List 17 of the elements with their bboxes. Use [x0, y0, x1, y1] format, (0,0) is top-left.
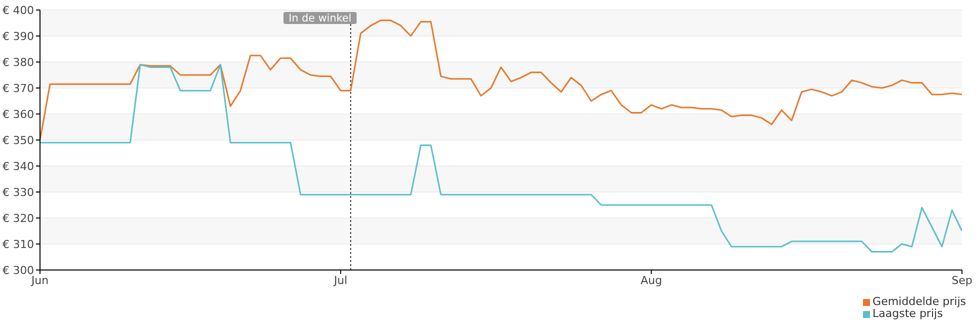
y-tick-label: € 340: [2, 160, 34, 173]
x-tick-label: Aug: [640, 274, 662, 287]
y-tick-label: € 320: [2, 212, 34, 225]
y-tick-label: € 350: [2, 134, 34, 147]
y-tick-label: € 400: [2, 4, 34, 17]
y-tick-label: € 310: [2, 238, 34, 251]
line-series: [40, 64, 962, 253]
ref-line-label: In de winkel: [288, 12, 352, 24]
legend-label: Laagste prijs: [872, 307, 943, 320]
legend-label: Gemiddelde prijs: [872, 295, 966, 308]
y-tick-label: € 390: [2, 30, 34, 43]
x-tick-label: Sep: [952, 274, 972, 287]
x-tick-label: Jul: [333, 274, 348, 287]
y-tick-label: € 370: [2, 82, 34, 95]
y-tick-label: € 330: [2, 186, 34, 199]
y-tick-label: € 380: [2, 56, 34, 69]
y-tick-label: € 360: [2, 108, 34, 121]
